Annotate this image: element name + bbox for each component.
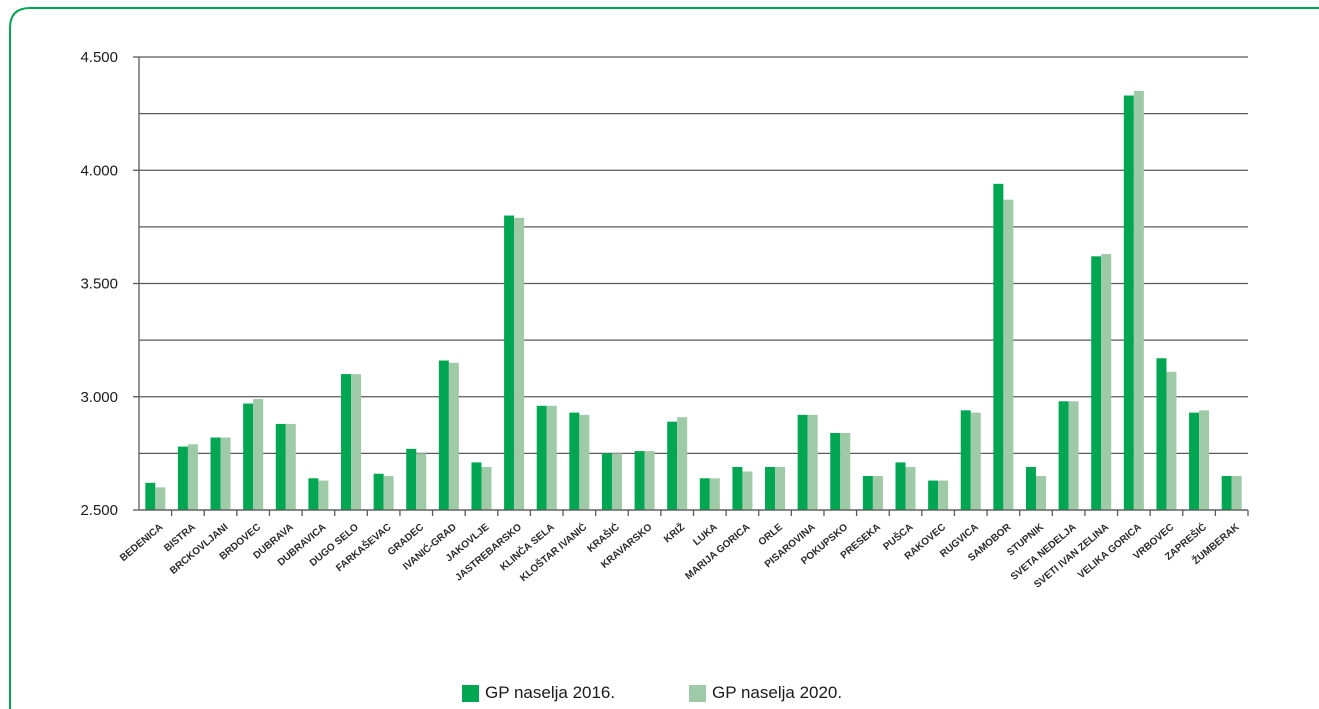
bar-2016 [341,374,352,510]
bar-2020 [709,478,720,510]
bar-2016 [210,437,221,510]
legend-item-2016: GP naselja 2016. [462,681,615,705]
bar-2020 [416,453,427,510]
bar-2016 [699,478,710,510]
bar-2020 [481,466,492,510]
bar-2016 [177,446,188,510]
bar-2016 [667,421,678,510]
bar-2016 [1156,358,1167,510]
bar-2020 [1068,401,1079,510]
y-tick-label: 3.500 [80,276,118,293]
bar-2020 [351,374,362,510]
bar-2016 [373,473,384,510]
bar-2020 [970,412,981,510]
bar-2020 [1101,254,1112,510]
bar-2016 [634,451,645,510]
bar-2016 [928,480,939,510]
bar-2020 [611,453,622,510]
x-tick-label: KRIŽ [661,520,687,545]
bar-2020 [187,444,198,510]
bar-2020 [742,471,753,510]
bar-2020 [872,476,883,510]
bar-2020 [775,466,786,510]
bar-2020 [938,480,949,510]
bar-2016 [993,183,1004,510]
bar-2016 [960,410,971,510]
bar-2020 [253,399,264,510]
x-tick-label: IVANIĆ-GRAD [400,520,459,572]
bar-2016 [1189,412,1200,510]
y-tick-label: 4.000 [80,162,118,179]
bar-2020 [840,432,851,510]
bar-2016 [438,360,449,510]
bar-2016 [536,405,547,510]
bar-2016 [406,448,417,510]
x-tick-label: BRCKOVLJANI [168,522,231,577]
bar-2020 [1199,410,1210,510]
bar-2020 [383,476,394,510]
bar-2016 [1091,256,1102,510]
bar-2020 [1166,371,1177,510]
bar-2020 [1003,199,1014,510]
bar-2016 [243,403,254,510]
bar-2020 [285,423,296,510]
bar-2020 [1035,476,1046,510]
bar-2020 [579,414,590,510]
bar-2016 [504,215,515,511]
x-tick-label: FARKAŠEVAC [333,520,394,574]
bar-2020 [546,405,557,510]
x-tick-label: ORLE [757,522,786,548]
bar-2020 [677,417,688,510]
bar-2016 [275,423,286,510]
bar-2020 [807,414,818,510]
bar-2016 [895,462,906,510]
bar-2016 [1058,401,1069,510]
bar-2016 [797,414,808,510]
legend-swatch-2020 [689,684,706,702]
x-tick-label: BEDENICA [118,522,165,564]
bar-2016 [569,412,580,510]
bar-2020 [644,451,655,510]
bar-2020 [220,437,231,510]
bar-2016 [145,482,156,510]
bar-2020 [318,480,329,510]
y-tick-label: 4.500 [80,49,118,66]
bar-2016 [471,462,482,510]
x-tick-label: LUKA [691,522,719,548]
bar-2016 [601,453,612,510]
bar-2020 [905,466,916,510]
bar-2016 [308,478,319,510]
bar-2016 [830,432,841,510]
bar-2016 [1221,476,1232,510]
bar-2020 [448,362,459,510]
y-tick-label: 3.000 [80,389,118,406]
legend-label-2016: GP naselja 2016. [485,683,616,702]
bar-2020 [514,217,525,510]
y-tick-label: 2.500 [80,502,118,519]
x-tick-label: KLINČA SELA [497,520,557,573]
legend-swatch-2016 [462,684,479,702]
bar-2016 [862,476,873,510]
bar-2016 [1025,466,1036,510]
bar-2016 [1123,95,1134,510]
bar-2020 [155,487,166,510]
legend-label-2020: GP naselja 2020. [712,683,843,702]
legend-item-2020: GP naselja 2020. [689,681,842,705]
bar-2020 [1133,90,1144,510]
bar-2016 [732,466,743,510]
bar-2016 [765,466,776,510]
bar-2020 [1231,476,1242,510]
